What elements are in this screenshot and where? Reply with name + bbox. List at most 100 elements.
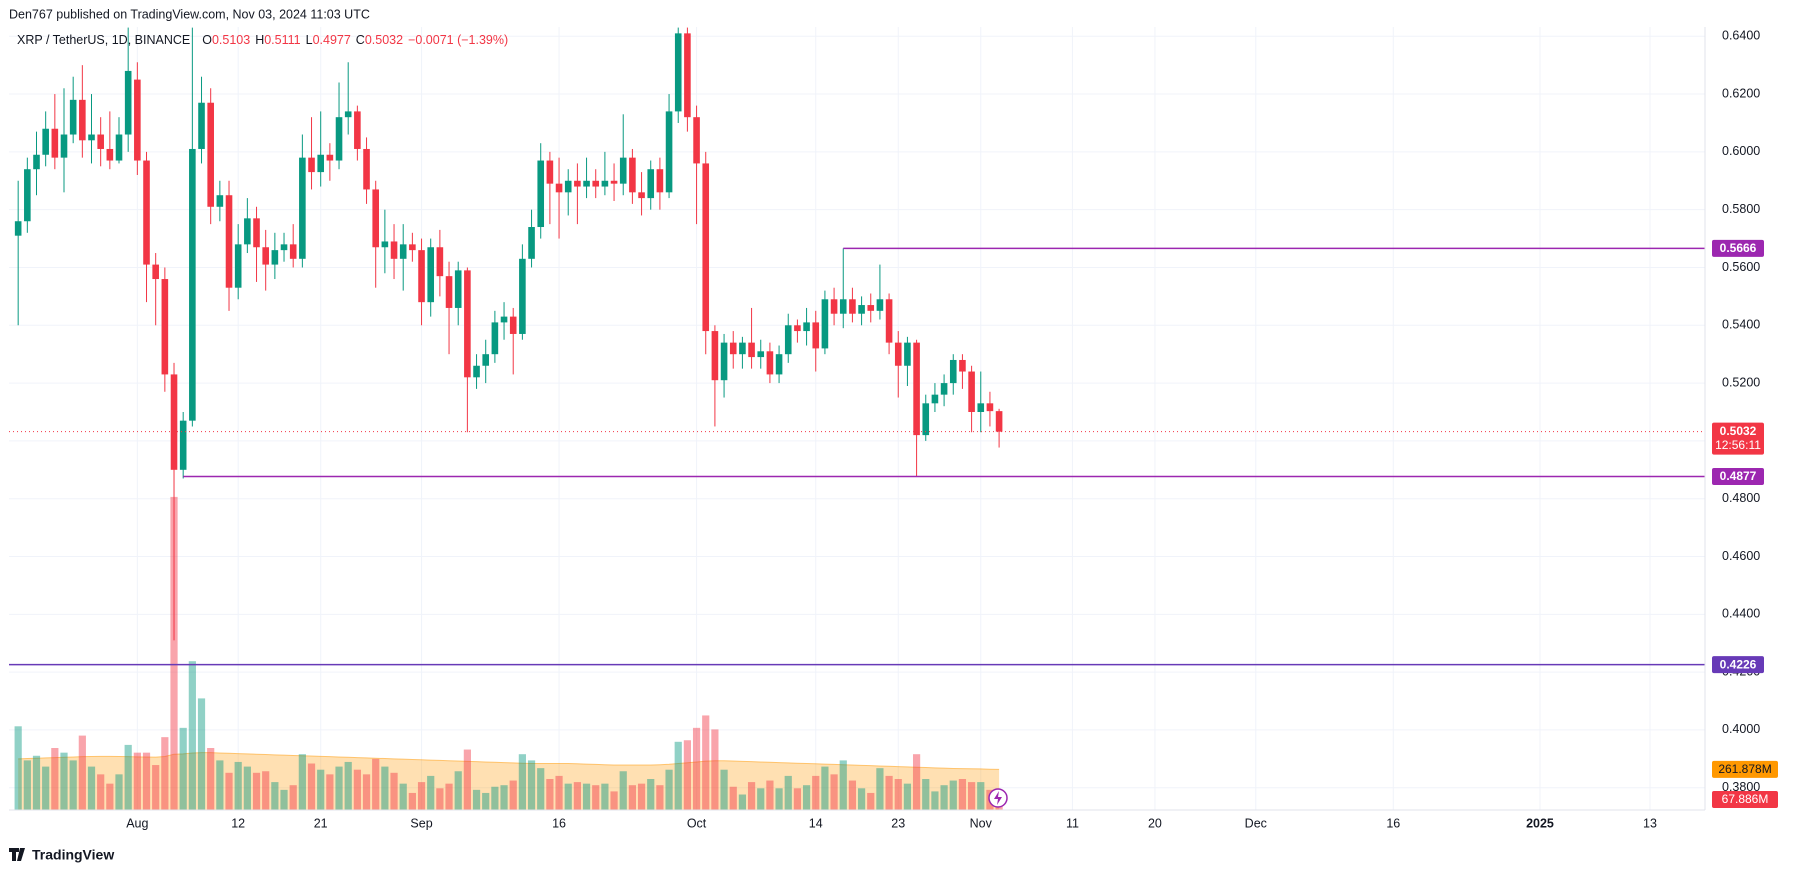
volume-bar bbox=[509, 780, 517, 810]
candle-body bbox=[720, 342, 728, 381]
volume-bar bbox=[32, 755, 41, 810]
candle-body bbox=[922, 403, 930, 436]
candle-body bbox=[977, 403, 985, 412]
volume-bar bbox=[271, 782, 279, 810]
volume-bar bbox=[582, 783, 591, 810]
legend-ohlc-value: 0.5111 bbox=[264, 33, 300, 47]
volume-bar bbox=[894, 779, 902, 810]
y-tick-label: 0.5400 bbox=[1722, 318, 1760, 332]
logo bbox=[9, 848, 25, 861]
candle-body bbox=[519, 258, 526, 334]
candle-body bbox=[537, 160, 545, 228]
candle-body bbox=[968, 371, 975, 412]
volume-bar bbox=[564, 783, 572, 810]
x-tick-label: 11 bbox=[1066, 816, 1079, 830]
legend-ohlc-value: 0.5032 bbox=[365, 33, 403, 47]
volume-bar bbox=[867, 792, 875, 810]
volume-bar bbox=[922, 779, 930, 810]
volume-bar bbox=[472, 789, 481, 810]
candle-body bbox=[619, 157, 627, 184]
volume-bar bbox=[252, 772, 261, 810]
volume-bar bbox=[711, 729, 719, 810]
volume-bar bbox=[573, 782, 581, 810]
volume-bar bbox=[115, 774, 123, 810]
volume-bar bbox=[399, 783, 407, 810]
volume-bar bbox=[931, 791, 939, 810]
volume-bar bbox=[839, 760, 847, 810]
candle-body bbox=[79, 99, 86, 141]
volume-bar bbox=[720, 769, 728, 810]
x-tick-label: 12 bbox=[231, 816, 245, 830]
x-tick-label: 2025 bbox=[1526, 816, 1554, 830]
candle-body bbox=[88, 134, 95, 141]
candle-body bbox=[69, 99, 77, 135]
volume-bar bbox=[683, 740, 691, 810]
volume-bar bbox=[14, 726, 22, 810]
candle-body bbox=[986, 403, 994, 412]
candle-body bbox=[381, 241, 389, 248]
volume-bar bbox=[977, 782, 985, 810]
candle-body bbox=[940, 383, 948, 395]
alert-icon-bolt bbox=[994, 791, 1002, 805]
candle-body bbox=[775, 354, 783, 375]
x-tick-label: 23 bbox=[891, 816, 905, 830]
volume-bar bbox=[692, 727, 701, 810]
volume-bar bbox=[784, 775, 792, 810]
candle-body bbox=[207, 102, 214, 207]
candle-body bbox=[262, 247, 269, 265]
y-tick-label: 0.4400 bbox=[1722, 607, 1760, 621]
volume-bar bbox=[133, 752, 141, 810]
volume-bar bbox=[876, 768, 884, 810]
volume-bar bbox=[142, 752, 151, 810]
y-tick-label: 0.3800 bbox=[1722, 780, 1760, 794]
volume-bar bbox=[23, 760, 31, 810]
volume-bar bbox=[463, 749, 471, 810]
candle-body bbox=[592, 180, 600, 187]
level-label-box bbox=[1712, 467, 1764, 485]
candle-body bbox=[473, 365, 480, 378]
candle-body bbox=[904, 342, 911, 366]
volume-bar bbox=[812, 775, 820, 810]
level-label: 0.4877 bbox=[1720, 469, 1757, 483]
candle-body bbox=[684, 33, 691, 118]
candle-body bbox=[115, 134, 123, 161]
legend-ohlc-label: L bbox=[306, 33, 313, 47]
candle-body bbox=[106, 148, 114, 161]
volume-bar bbox=[546, 779, 554, 810]
candle-body bbox=[33, 154, 40, 170]
x-tick-label: 14 bbox=[809, 816, 823, 830]
volume-bar bbox=[674, 741, 682, 810]
candle-body bbox=[876, 299, 884, 311]
x-tick-label: Dec bbox=[1245, 816, 1267, 830]
level-label: 0.5666 bbox=[1720, 241, 1757, 255]
volume-bar bbox=[885, 775, 893, 810]
volume-bar bbox=[207, 748, 215, 810]
volume-label: 67.886M bbox=[1722, 792, 1769, 806]
y-tick-label: 0.5200 bbox=[1722, 375, 1760, 389]
volume-bar bbox=[518, 754, 526, 810]
candle-body bbox=[124, 70, 132, 135]
volume-bar bbox=[197, 698, 206, 810]
candle-body bbox=[894, 342, 902, 366]
level-label: 0.4226 bbox=[1720, 657, 1757, 671]
volume-bar bbox=[766, 780, 774, 810]
candle-body bbox=[564, 180, 572, 193]
level-label-box bbox=[1712, 656, 1764, 674]
y-tick-label: 0.6400 bbox=[1722, 29, 1760, 43]
candle-body bbox=[225, 195, 233, 288]
candle-body bbox=[500, 316, 508, 323]
candle-body bbox=[299, 157, 306, 259]
volume-bar bbox=[454, 771, 462, 810]
candle-body bbox=[931, 394, 939, 404]
x-tick-label: Nov bbox=[970, 816, 993, 830]
volume-bar bbox=[51, 748, 59, 810]
legend-ohlc-label: H bbox=[255, 33, 264, 47]
volume-bar bbox=[216, 760, 224, 810]
candle-body bbox=[335, 117, 343, 161]
candle-body bbox=[656, 169, 664, 193]
candle-body bbox=[867, 305, 875, 311]
volume-bar bbox=[179, 727, 187, 810]
candle-body bbox=[244, 218, 251, 245]
